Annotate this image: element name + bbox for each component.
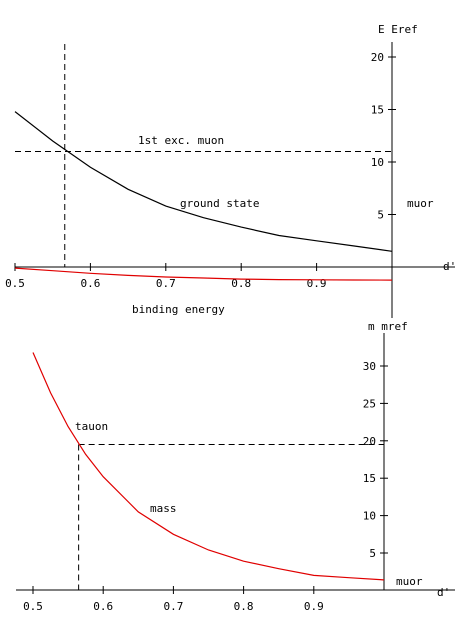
top-x-tick-label: 0.8: [231, 277, 251, 290]
top-x-tick-label: 0.7: [156, 277, 176, 290]
top-y-tick-label: 5: [377, 209, 384, 222]
top-annotation-muor: muor: [407, 197, 434, 210]
top-annotation-binding-energy: binding energy: [132, 303, 225, 316]
top-annotation-ground-state: ground state: [180, 197, 259, 210]
top-y-tick-label: 10: [371, 156, 384, 169]
bottom-y-tick-label: 30: [363, 360, 376, 373]
bottom-y-tick-label: 10: [363, 510, 376, 523]
bottom-x-tick-label: 0.7: [163, 600, 183, 613]
bottom-y-tick-label: 20: [363, 435, 376, 448]
bottom-y-tick-label: 15: [363, 472, 376, 485]
bottom-x-tick-label: 0.8: [234, 600, 254, 613]
bottom-annotation-tauon: tauon: [75, 420, 108, 433]
top-y-axis-label: E Eref: [378, 23, 418, 36]
top-x-tick-label: 0.5: [5, 277, 25, 290]
bottom-y-axis-label: m mref: [368, 320, 408, 333]
top-series-line-1: [14, 111, 393, 252]
bottom-annotation-muor: muor: [396, 575, 423, 588]
top-series-line-2: [14, 267, 393, 281]
top-y-tick-label: 15: [371, 104, 384, 117]
bottom-annotation-mass: mass: [150, 502, 177, 515]
bottom-x-axis-label: d': [437, 586, 450, 599]
bottom-x-tick-label: 0.5: [23, 600, 43, 613]
top-x-axis-label: d': [443, 260, 456, 273]
top-annotation-1st-exc-muon: 1st exc. muon: [138, 134, 224, 147]
top-x-tick-label: 0.9: [307, 277, 327, 290]
bottom-x-tick-label: 0.9: [304, 600, 324, 613]
bottom-series-line-1: [32, 352, 385, 581]
top-y-tick-label: 20: [371, 51, 384, 64]
bottom-x-tick-label: 0.6: [93, 600, 113, 613]
bottom-y-tick-label: 5: [369, 547, 376, 560]
bottom-y-tick-label: 25: [363, 397, 376, 410]
top-x-tick-label: 0.6: [80, 277, 100, 290]
